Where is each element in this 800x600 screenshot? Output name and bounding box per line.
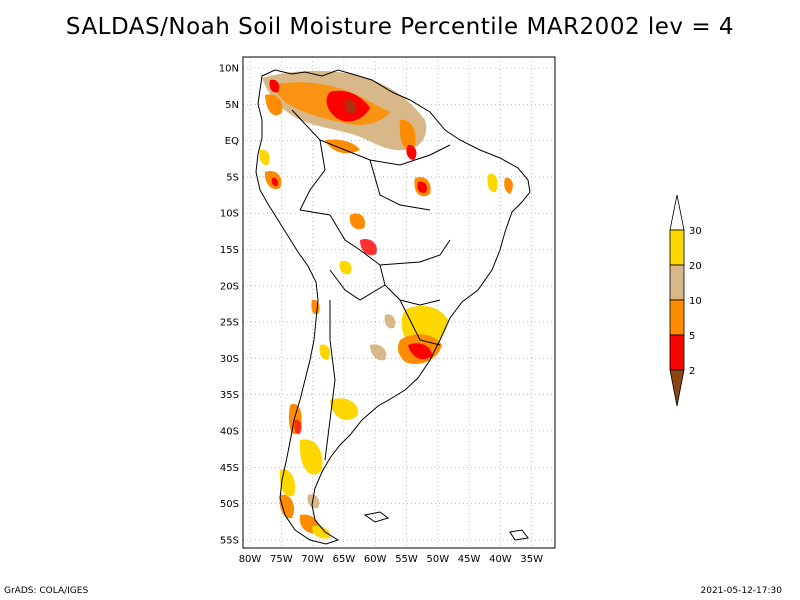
- lon-label: 45W: [458, 554, 481, 565]
- longitude-labels: 80W 75W 70W 65W 60W 55W 50W 45W 40W 35W: [239, 554, 543, 565]
- lat-label: 5N: [225, 100, 239, 111]
- colorbar-label-2: 2: [689, 366, 695, 377]
- lat-label: 20S: [220, 281, 239, 292]
- lon-label: 40W: [489, 554, 512, 565]
- lon-label: 55W: [395, 554, 418, 565]
- colorbar: 30 20 10 5 2: [669, 194, 702, 407]
- lat-label: 55S: [220, 535, 239, 546]
- latitude-labels: 10N 5N EQ 5S 10S 15S 20S 25S 30S 35S 40S 45S 50S 55S: [219, 64, 239, 547]
- colorbar-label-5: 5: [689, 331, 695, 342]
- lat-label: 5S: [226, 172, 239, 183]
- lat-label: 25S: [220, 318, 239, 329]
- colorbar-bin-2-5: [669, 334, 685, 371]
- lat-label: 35S: [220, 390, 239, 401]
- lon-label: 35W: [520, 554, 543, 565]
- colorbar-label-30: 30: [689, 226, 702, 237]
- lat-label: 45S: [220, 463, 239, 474]
- colorbar-bin-20-30: [669, 229, 685, 266]
- lon-label: 50W: [426, 554, 449, 565]
- lat-label: 10N: [219, 64, 239, 75]
- colorbar-label-20: 20: [689, 261, 702, 272]
- lat-label: 50S: [220, 499, 239, 510]
- soil-moisture-shading: [259, 70, 513, 539]
- coastline: [255, 69, 531, 545]
- colorbar-bin-5-10: [669, 299, 685, 336]
- footer-timestamp: 2021-05-12-17:30: [700, 586, 783, 596]
- footer-credit: GrADS: COLA/IGES: [4, 586, 89, 596]
- map-title: SALDAS/Noah Soil Moisture Percentile MAR…: [65, 14, 735, 40]
- lon-label: 75W: [270, 554, 293, 565]
- colorbar-bottom-triangle: [669, 369, 685, 407]
- colorbar-top-triangle: [669, 194, 685, 231]
- lat-label: 15S: [220, 245, 239, 256]
- lat-label: EQ: [225, 136, 239, 147]
- colorbar-label-10: 10: [689, 296, 702, 307]
- lon-label: 80W: [239, 554, 262, 565]
- lat-label: 40S: [220, 427, 239, 438]
- lat-label: 10S: [220, 209, 239, 220]
- lon-label: 65W: [333, 554, 356, 565]
- lon-label: 70W: [301, 554, 324, 565]
- map-frame: [242, 56, 556, 549]
- colorbar-bin-10-20: [669, 264, 685, 301]
- lat-label: 30S: [220, 354, 239, 365]
- lon-label: 60W: [364, 554, 387, 565]
